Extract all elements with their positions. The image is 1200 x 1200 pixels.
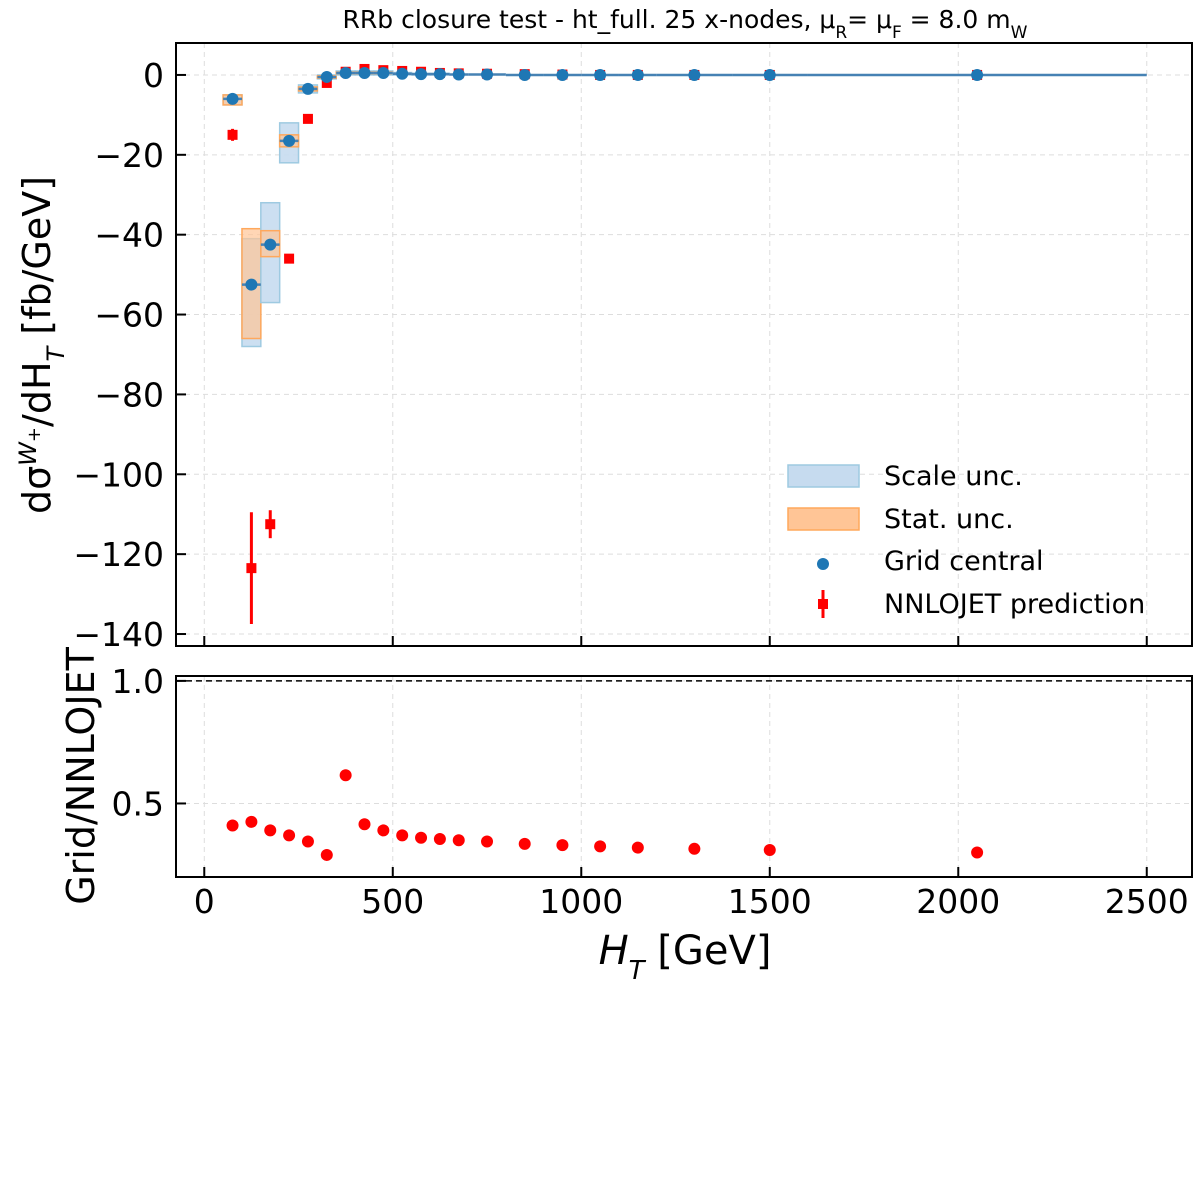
grid-central-point <box>971 68 984 81</box>
grid-central-point <box>518 68 531 81</box>
main-axis-ticks: 0 −20 −40 −60 −80 −100 −120 −140 <box>73 56 1148 654</box>
ratio-point <box>320 848 333 861</box>
main-plot-frame <box>175 42 1193 647</box>
grid-central-point <box>763 68 776 81</box>
x-tick-label: 0 <box>194 882 215 921</box>
grid-central-point <box>481 68 494 81</box>
grid-central-point <box>339 66 352 79</box>
y-tick-label: −100 <box>73 455 164 494</box>
ratio-point <box>452 834 465 847</box>
ratio-point <box>358 818 371 831</box>
grid-central-points <box>226 66 984 291</box>
ratio-point <box>415 831 428 844</box>
legend-nnlojet-label: NNLOJET prediction <box>884 589 1145 620</box>
ratio-gridlines <box>176 676 1192 877</box>
legend-grid-marker <box>817 558 829 570</box>
x-axis-label: HT [GeV] <box>599 928 772 986</box>
ratio-point <box>763 844 776 857</box>
grid-central-point <box>245 278 258 291</box>
nnlojet-point <box>302 113 313 124</box>
x-tick-label: 2500 <box>1105 882 1189 921</box>
ratio-point <box>481 835 494 848</box>
ratio-point <box>396 829 409 842</box>
nnlojet-point <box>246 563 257 574</box>
ratio-point <box>339 769 352 782</box>
grid-central-point <box>320 70 333 83</box>
grid-central-point <box>264 238 277 251</box>
chart-title: RRb closure test - ht_full. 25 x-nodes, … <box>343 5 1028 43</box>
ratio-point <box>226 819 239 832</box>
ratio-point <box>301 835 314 848</box>
grid-central-point <box>415 68 428 81</box>
x-tick-label: 500 <box>361 882 424 921</box>
ratio-point <box>245 815 258 828</box>
ratio-points <box>226 769 984 861</box>
ratio-y-tick-label: 1.0 <box>112 662 164 701</box>
grid-central-point <box>301 82 314 95</box>
nnlojet-point <box>227 129 238 140</box>
legend-scale-swatch <box>787 464 860 488</box>
ratio-point <box>518 837 531 850</box>
legend-grid-label: Grid central <box>884 546 1044 577</box>
main-y-axis-label: dσW+/dHT [fb/GeV] <box>14 176 70 514</box>
legend-stat-swatch <box>787 507 860 531</box>
grid-central-point <box>358 66 371 79</box>
ratio-point <box>556 839 569 852</box>
ratio-y-axis-label: Grid/NNLOJET <box>59 646 103 904</box>
grid-central-point <box>377 66 390 79</box>
ratio-point <box>971 846 984 859</box>
nnlojet-point <box>265 519 276 530</box>
y-tick-label: 0 <box>143 56 164 95</box>
ratio-point <box>594 840 607 853</box>
grid-central-point <box>631 68 644 81</box>
y-tick-label: −80 <box>94 375 164 414</box>
y-tick-label: −60 <box>94 296 164 335</box>
ratio-plot-frame <box>175 675 1193 878</box>
grid-central-point <box>433 68 446 81</box>
grid-central-point <box>396 67 409 80</box>
grid-central-point <box>688 68 701 81</box>
legend-nnlojet-marker <box>818 599 828 609</box>
x-tick-label: 1500 <box>728 882 812 921</box>
y-tick-label: −40 <box>94 216 164 255</box>
grid-central-point <box>556 68 569 81</box>
ratio-point <box>433 833 446 846</box>
ratio-point <box>688 842 701 855</box>
x-tick-label: 1000 <box>539 882 623 921</box>
y-tick-label: −20 <box>94 136 164 175</box>
y-tick-label: −140 <box>73 615 164 654</box>
ratio-axis-ticks: 0 500 1000 1500 2000 2500 0.5 1.0 <box>112 662 1189 921</box>
ratio-point <box>264 824 277 837</box>
grid-central-point <box>226 92 239 105</box>
grid-central-point <box>283 134 296 147</box>
legend-stat-label: Stat. unc. <box>884 504 1014 535</box>
grid-central-point <box>594 68 607 81</box>
y-tick-label: −120 <box>73 535 164 574</box>
legend-scale-label: Scale unc. <box>884 461 1023 492</box>
nnlojet-point <box>284 253 295 264</box>
ratio-y-tick-label: 0.5 <box>112 784 164 823</box>
ratio-point <box>283 829 296 842</box>
ratio-point <box>377 824 390 837</box>
x-tick-label: 2000 <box>916 882 1000 921</box>
grid-central-point <box>452 68 465 81</box>
ratio-point <box>631 841 644 854</box>
legend: Scale unc. Stat. unc. Grid central NNLOJ… <box>787 461 1145 620</box>
